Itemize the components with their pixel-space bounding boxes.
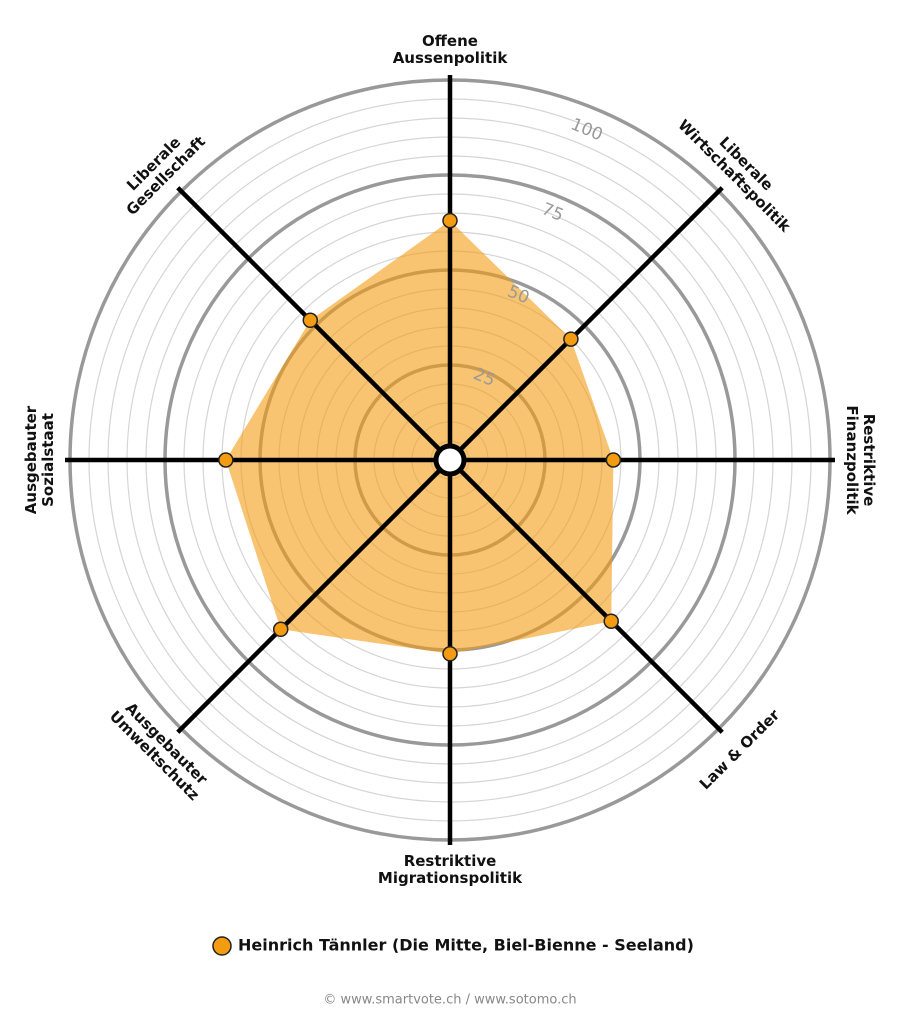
axis-label-line: Sozialstaat [39,413,57,507]
axis-label-line: Offene [422,32,478,50]
footer: © www.smartvote.ch / www.sotomo.ch [323,993,576,1008]
axis-line [448,458,724,734]
legend-label: Heinrich Tännler (Die Mitte, Biel-Bienne… [238,936,694,955]
axis-label-line: Finanzpolitik [843,405,861,515]
axis-line [176,458,452,734]
data-point [272,621,289,638]
axis-label-line: Aussenpolitik [393,49,509,67]
data-point [605,452,622,468]
legend-marker [212,936,232,956]
data-point [442,646,458,662]
axis-label-line: Restriktive [860,414,878,507]
data-point [218,452,234,468]
center [433,443,467,477]
data-point [603,613,619,629]
axis-label-line: Migrationspolitik [378,869,523,887]
axis-label-line: Ausgebauter [22,405,40,514]
tick-label: 75 [539,199,567,226]
data-point [442,212,458,229]
axis-line [448,186,724,462]
area [225,220,614,654]
axis-label-line: Restriktive [404,852,497,870]
data-point [563,331,579,347]
data-point [302,312,319,329]
axis-label: Ausgebauter Sozialstaat [22,405,57,514]
